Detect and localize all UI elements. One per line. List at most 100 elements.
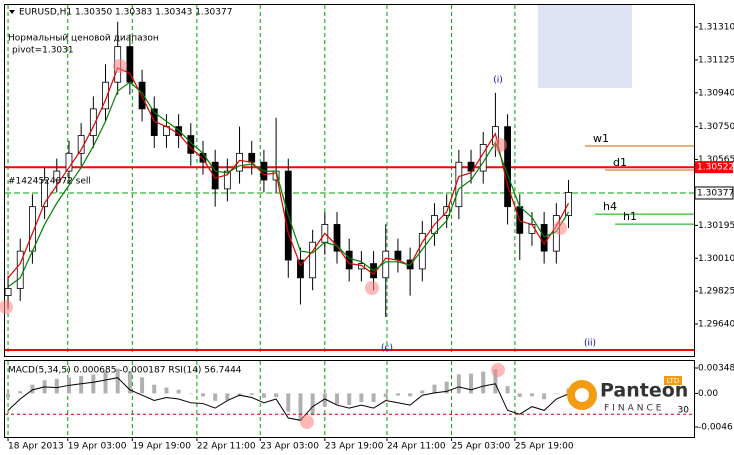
y-tick-label: 0.003482 bbox=[698, 363, 734, 373]
indicator-panel bbox=[4, 360, 695, 438]
x-tick-label: 19 Apr 03:00 bbox=[68, 442, 127, 452]
candle-body bbox=[53, 170, 61, 181]
y-tick-label: -0.0046 bbox=[698, 422, 733, 432]
macd-bar bbox=[286, 393, 291, 412]
candle-body bbox=[199, 152, 207, 163]
macd-bar bbox=[164, 387, 169, 394]
pivot-label: pivot=1.3031 bbox=[12, 46, 74, 56]
candle-body bbox=[89, 108, 97, 136]
x-tick-label: 22 Apr 11:00 bbox=[197, 442, 256, 452]
moving-average bbox=[7, 81, 570, 288]
macd-bar bbox=[200, 393, 205, 397]
candle-body bbox=[41, 179, 48, 208]
macd-bar bbox=[115, 368, 120, 394]
macd-bar bbox=[140, 377, 145, 394]
macd-bar bbox=[554, 393, 559, 394]
marker bbox=[0, 300, 13, 314]
macd-bar bbox=[152, 384, 157, 394]
y-tick-label: 1.31310 bbox=[698, 23, 734, 33]
logo-badge bbox=[664, 376, 682, 385]
marker bbox=[300, 415, 314, 429]
level-label-box bbox=[695, 161, 733, 174]
forecast-zone bbox=[538, 5, 632, 88]
macd-bar bbox=[127, 371, 132, 394]
candle-body bbox=[418, 232, 426, 270]
marker bbox=[493, 138, 507, 152]
macd-bar bbox=[213, 393, 218, 401]
macd-bar bbox=[420, 390, 425, 394]
macd-bar bbox=[30, 384, 35, 394]
macd-bar bbox=[481, 371, 486, 394]
macd-bar bbox=[18, 391, 23, 394]
macd-bar bbox=[347, 393, 352, 406]
level-label: 1.30522 bbox=[697, 163, 734, 173]
chart-title: EURUSD,H1 1.30350 1.30383 1.30343 1.3037… bbox=[19, 8, 232, 18]
main-panel bbox=[4, 4, 695, 357]
wave-label: (ii) bbox=[584, 339, 596, 349]
macd-bar bbox=[432, 384, 437, 394]
candle-body bbox=[540, 224, 548, 252]
candle-body bbox=[16, 250, 24, 289]
target-label: h4 bbox=[603, 200, 617, 213]
markers bbox=[0, 59, 567, 429]
y-tick-label: 1.30010 bbox=[698, 254, 734, 264]
macd-bar bbox=[383, 393, 388, 398]
candle-body bbox=[211, 161, 219, 190]
subtitle: Нормальный ценовой диапазон bbox=[8, 34, 159, 44]
x-tick-label: 18 Apr 2013 bbox=[8, 442, 64, 452]
macd-bar bbox=[91, 374, 96, 394]
macd-bar bbox=[359, 393, 364, 403]
macd-bar bbox=[469, 373, 474, 394]
plot-layer: 18 Apr 2013 19 Apr 03:00 19 Apr 19:00 22 Ap… bbox=[4, 5, 734, 452]
marker bbox=[491, 363, 505, 377]
macd-bar bbox=[103, 371, 108, 394]
candle-body bbox=[297, 259, 304, 279]
y-tick-label: 1.31125 bbox=[698, 55, 734, 65]
macd-bar bbox=[322, 393, 327, 407]
x-tick-label: 19 Apr 19:00 bbox=[132, 442, 191, 452]
candle-body bbox=[102, 81, 109, 110]
level-label: 1.30377 bbox=[697, 188, 734, 198]
candle-body bbox=[236, 152, 243, 172]
order-label: #1424524072 sell bbox=[8, 177, 91, 187]
logo-sub: FINANCE bbox=[604, 404, 664, 414]
macd-bar bbox=[456, 374, 461, 394]
macd-bar bbox=[517, 393, 522, 398]
macd-bar bbox=[6, 393, 11, 398]
x-tick-label: 25 Apr 03:00 bbox=[452, 442, 511, 452]
target-label: w1 bbox=[593, 132, 609, 145]
x-tick-label: 24 Apr 11:00 bbox=[387, 442, 446, 452]
candle-body bbox=[223, 170, 231, 190]
macd-bar bbox=[505, 386, 510, 394]
x-tick-label: 25 Apr 19:00 bbox=[515, 442, 574, 452]
macd-bar bbox=[444, 381, 449, 394]
marker bbox=[113, 59, 127, 73]
candle-body bbox=[175, 126, 183, 136]
marker bbox=[553, 221, 567, 235]
marker bbox=[365, 281, 379, 295]
candle-body bbox=[357, 263, 365, 270]
macd-bar bbox=[335, 393, 340, 405]
macd-bar bbox=[542, 393, 547, 400]
macd-bar bbox=[493, 369, 498, 394]
y-tick-label: 1.30565 bbox=[698, 155, 734, 165]
y-tick-label: 0.00 bbox=[698, 389, 718, 399]
macd-bar bbox=[261, 393, 266, 398]
y-tick-label: 1.30940 bbox=[698, 88, 734, 98]
macd-bar bbox=[274, 393, 279, 398]
target-label: d1 bbox=[613, 156, 627, 169]
y-tick-label: 1.29825 bbox=[698, 287, 734, 297]
macd-bar bbox=[225, 393, 230, 400]
candle-body bbox=[333, 224, 341, 252]
macd-bar bbox=[408, 393, 413, 397]
logo-badge-text: LTD bbox=[667, 377, 680, 385]
wave-label: (i) bbox=[493, 76, 503, 86]
candle-body bbox=[455, 161, 463, 208]
macd-bar bbox=[188, 393, 193, 394]
rsi-level-label: 30 bbox=[678, 406, 690, 416]
level-label-box bbox=[694, 186, 734, 200]
x-tick-label: 23 Apr 19:00 bbox=[325, 442, 384, 452]
candle-body bbox=[309, 241, 317, 279]
macd-bar bbox=[395, 393, 400, 396]
